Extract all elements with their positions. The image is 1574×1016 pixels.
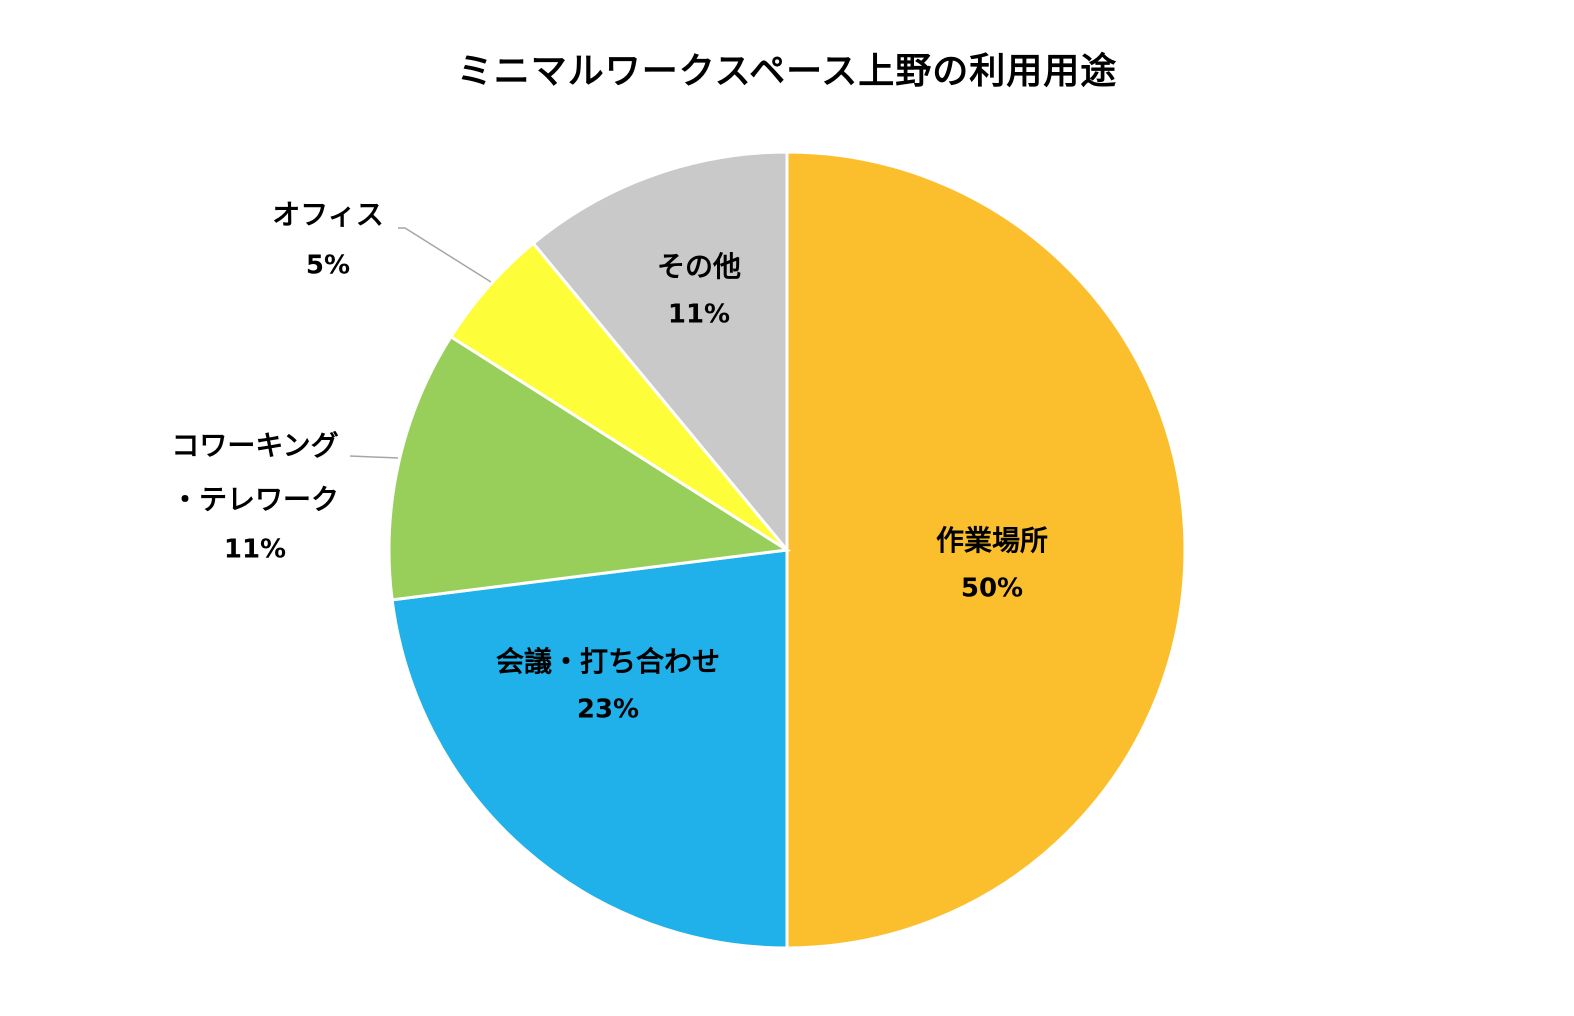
- pie-slice: [531, 150, 789, 555]
- slice-label: 作業場所: [936, 524, 1048, 557]
- slice-percent-label: 23%: [577, 695, 639, 725]
- slice-percent-label: 50%: [961, 574, 1023, 604]
- slice-label: 会議・打ち合わせ: [496, 645, 720, 678]
- slice-label: コワーキング: [171, 429, 338, 462]
- chart-title: ミニマルワークスペース上野の利用用途: [456, 51, 1118, 92]
- pie-slice: [387, 334, 792, 602]
- slice-percent-label: 11%: [668, 300, 730, 330]
- pie-slice: [390, 548, 789, 950]
- slice-label: その他: [657, 250, 741, 283]
- pie-slice: [785, 150, 1187, 950]
- leader-line: [398, 227, 492, 283]
- slice-label: ・テレワーク: [171, 483, 339, 516]
- slice-label: オフィス: [272, 198, 383, 231]
- leader-line: [349, 455, 399, 459]
- slice-percent-label: 5%: [306, 251, 350, 281]
- slice-percent-label: 11%: [224, 535, 286, 565]
